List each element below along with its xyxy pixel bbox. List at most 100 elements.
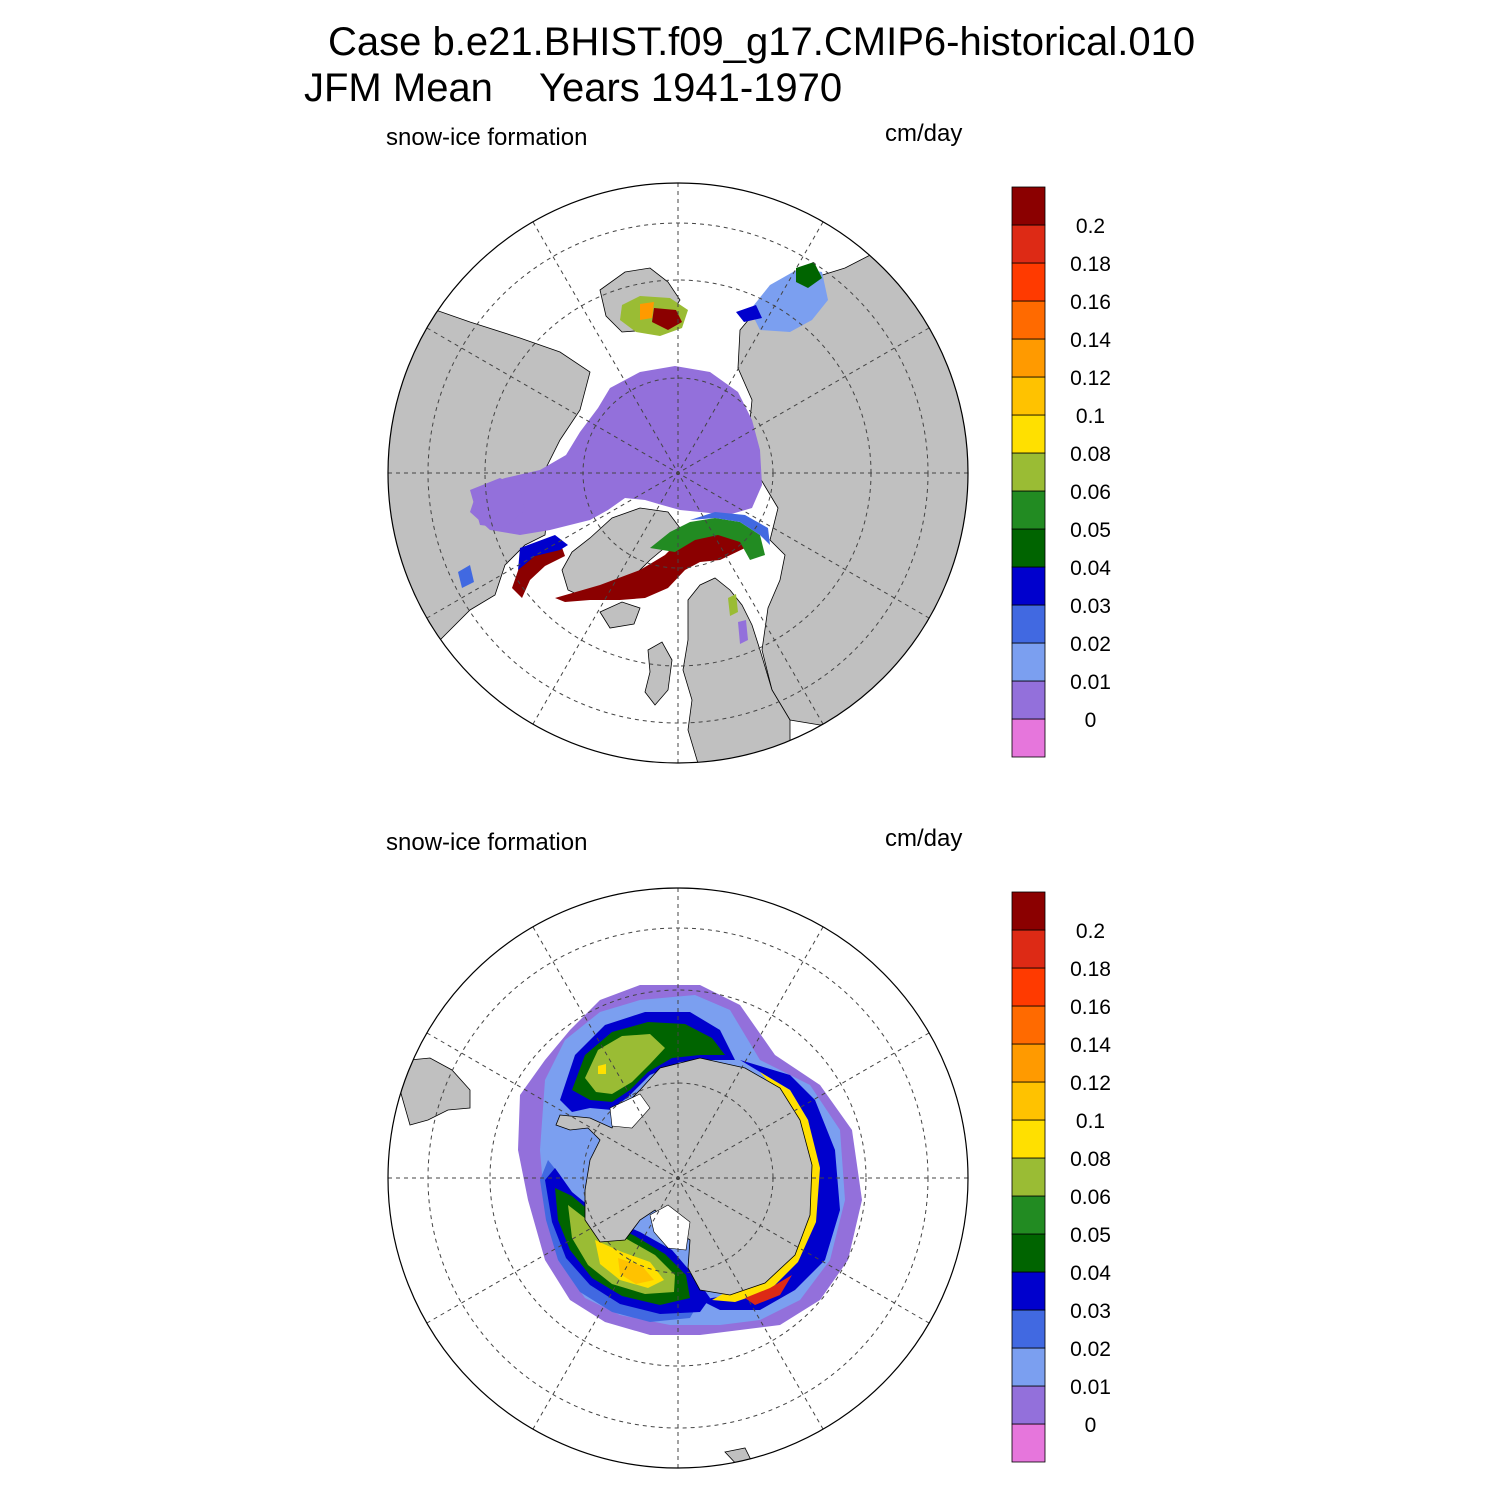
greenland-barents-band-red (555, 528, 745, 602)
panel-south-units-label: cm/day (885, 825, 963, 852)
colorbar-north-tick-label-10: 0.14 (1070, 329, 1111, 352)
baltic-sea-ice (728, 594, 738, 616)
colorbar-north-swatch-11 (1011, 300, 1046, 340)
colorbar-north-swatch-1 (1011, 680, 1046, 720)
south-polar-map (387, 887, 969, 1469)
colorbar-south-tick-label-10: 0.14 (1070, 1034, 1111, 1057)
colorbar-north-swatch-0 (1011, 718, 1046, 758)
colorbar-south-swatch-3 (1011, 1309, 1046, 1349)
colorbar-south-swatch-10 (1011, 1043, 1046, 1083)
ronne-ice-shelf (649, 1204, 691, 1251)
greenland-land (561, 507, 681, 599)
colorbar-north-swatch-3 (1011, 604, 1046, 644)
okhotsk-sea-ice-green (796, 262, 822, 288)
colorbar-south-swatch-1 (1011, 1385, 1046, 1425)
colorbar-north-swatch-9 (1011, 376, 1046, 416)
figure-title-case: Case b.e21.BHIST.f09_g17.CMIP6-historica… (328, 20, 1196, 64)
colorbar-north-tick-label-12: 0.18 (1070, 253, 1111, 276)
south-lat-circle-70 (489, 989, 867, 1367)
bering-sea-ice-red (652, 308, 682, 330)
colorbar-north-swatch-13 (1011, 224, 1046, 264)
colorbar-south-swatch-0 (1011, 1423, 1046, 1463)
colorbar-south-swatch-2 (1011, 1347, 1046, 1387)
colorbar-north-swatch-7 (1011, 452, 1046, 492)
labrador-sea-band-edge (518, 535, 568, 570)
south-map-border (387, 887, 969, 1469)
north-meridian-120 (426, 327, 930, 619)
colorbar-south-tick-label-9: 0.12 (1070, 1072, 1111, 1095)
baltic-sea-ice-violet (738, 620, 748, 644)
colorbar-north-swatch-14 (1011, 186, 1046, 226)
ross-sea-yellow (598, 1064, 606, 1074)
colorbar-north-tick-label-6: 0.06 (1070, 481, 1111, 504)
ross-sea-olive (585, 1034, 665, 1094)
colorbar-north-swatch-10 (1011, 338, 1046, 378)
british-isles-land (644, 641, 673, 706)
south-meridian-120 (426, 1032, 930, 1324)
colorbar-south-swatch-11 (1011, 1005, 1046, 1045)
colorbar-north: 0 0.01 0.02 0.03 0.04 0.05 0.06 0.08 0.1 0.12 0.14… (1011, 186, 1111, 758)
colorbar-south: 0 0.01 0.02 0.03 0.04 0.05 0.06 0.08 0.1 0.12 0.14… (1011, 891, 1111, 1463)
colorbar-south-swatch-4 (1011, 1271, 1046, 1311)
colorbar-north-tick-label-7: 0.08 (1070, 443, 1111, 466)
greenland-barents-band-green (650, 518, 765, 560)
south-graticule (388, 888, 968, 1468)
colorbar-south-tick-label-5: 0.05 (1070, 1224, 1111, 1247)
colorbar-south-swatch-13 (1011, 929, 1046, 969)
north-land (388, 249, 968, 763)
east-antarctic-band-red (745, 1275, 792, 1305)
colorbar-south-swatch-7 (1011, 1157, 1046, 1197)
colorbar-north-tick-label-5: 0.05 (1070, 519, 1111, 542)
colorbar-south-tick-label-12: 0.18 (1070, 958, 1111, 981)
colorbar-south-tick-label-6: 0.06 (1070, 1186, 1111, 1209)
panel-north-units-label: cm/day (885, 120, 963, 147)
colorbar-south-tick-label-3: 0.03 (1070, 1300, 1111, 1323)
okhotsk-sea-ice-blue (736, 305, 762, 322)
colorbar-south-tick-label-8: 0.1 (1076, 1110, 1105, 1133)
colorbar-north-tick-label-8: 0.1 (1076, 405, 1105, 428)
colorbar-south-tick-label-2: 0.02 (1070, 1338, 1111, 1361)
colorbar-south-swatch-8 (1011, 1119, 1046, 1159)
north-graticule (388, 183, 968, 763)
north-map-border (387, 182, 969, 764)
colorbar-south-tick-label-1: 0.01 (1070, 1376, 1111, 1399)
ross-ice-shelf (609, 1093, 651, 1129)
colorbar-north-swatch-6 (1011, 490, 1046, 530)
colorbar-south-tick-label-0: 0 (1085, 1414, 1097, 1437)
north-polar-map (387, 182, 969, 764)
colorbar-north-tick-label-0: 0 (1085, 709, 1097, 732)
iceland-land (599, 601, 641, 629)
colorbar-north-tick-label-2: 0.02 (1070, 633, 1111, 656)
years-label: Years 1941-1970 (538, 66, 843, 110)
colorbar-north-tick-label-1: 0.01 (1070, 671, 1111, 694)
colorbar-south-swatch-6 (1011, 1195, 1046, 1235)
hudson-bay-value-0 (470, 478, 525, 528)
panel-north-field-label: snow-ice formation (386, 124, 588, 151)
colorbar-north-tick-label-13: 0.2 (1076, 215, 1105, 238)
colorbar-north-swatch-12 (1011, 262, 1046, 302)
greenland-barents-band-blue (690, 512, 770, 545)
figure-title-period: JFM Mean Years 1941-1970 (304, 68, 842, 108)
colorbar-south-tick-label-11: 0.16 (1070, 996, 1111, 1019)
south-america-land (399, 1057, 471, 1126)
colorbar-south-swatch-12 (1011, 967, 1046, 1007)
colorbar-south-tick-label-13: 0.2 (1076, 920, 1105, 943)
colorbar-north-tick-label-11: 0.16 (1070, 291, 1111, 314)
st-lawrence-ice (458, 565, 474, 588)
weddell-sea-gold (618, 1258, 654, 1284)
colorbar-north-swatch-8 (1011, 414, 1046, 454)
colorbar-south-swatch-14 (1011, 891, 1046, 931)
colorbar-north-tick-label-3: 0.03 (1070, 595, 1111, 618)
colorbar-south-tick-label-7: 0.08 (1070, 1148, 1111, 1171)
east-antarctic-band-outer (700, 1060, 840, 1310)
season-label: JFM Mean (304, 66, 493, 110)
colorbar-north-swatch-5 (1011, 528, 1046, 568)
panel-south-field-label: snow-ice formation (386, 829, 588, 856)
colorbar-south-tick-label-4: 0.04 (1070, 1262, 1111, 1285)
colorbar-south-swatch-5 (1011, 1233, 1046, 1273)
colorbar-north-swatch-4 (1011, 566, 1046, 606)
colorbar-north-swatch-2 (1011, 642, 1046, 682)
europe-land (682, 577, 791, 763)
colorbar-north-tick-label-4: 0.04 (1070, 557, 1111, 580)
